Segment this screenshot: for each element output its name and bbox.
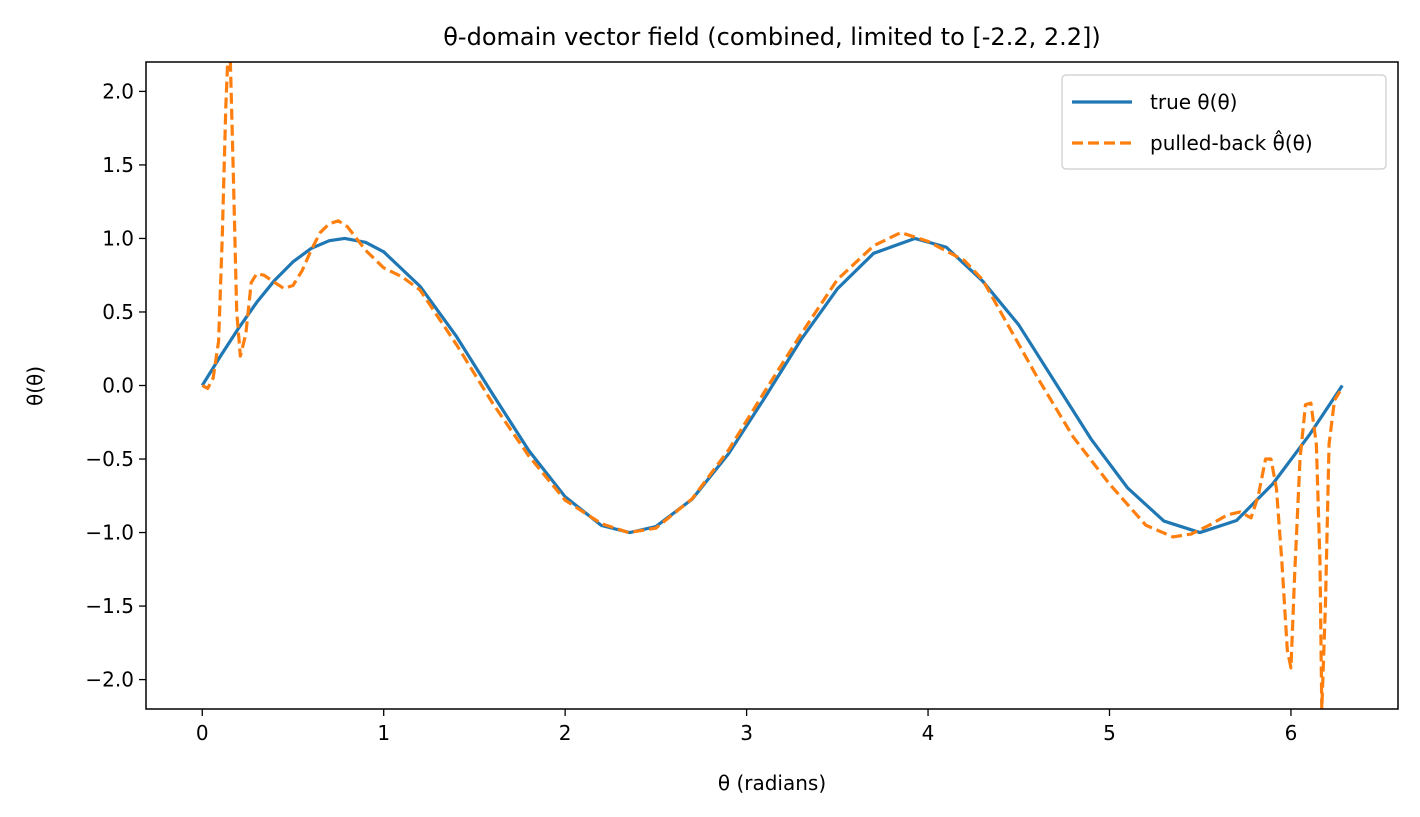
x-tick-label: 2	[559, 721, 572, 745]
x-axis-label: θ (radians)	[718, 771, 826, 795]
series-line-true	[200, 236, 1344, 535]
y-tick-label: −1.5	[85, 594, 134, 618]
y-tick-label: −2.0	[85, 668, 134, 692]
x-tick-label: 3	[740, 721, 753, 745]
y-tick-label: 0.5	[102, 300, 134, 324]
x-tick-label: 5	[1103, 721, 1116, 745]
series-line-pulled-back	[201, 62, 1342, 709]
legend-box	[1061, 74, 1387, 170]
chart-title: θ-domain vector field (combined, limited…	[443, 23, 1101, 51]
x-tick-label: 4	[922, 721, 935, 745]
y-tick-label: 1.5	[102, 153, 134, 177]
y-axis-ticks: 2.0 1.5 1.0 0.5 0.0 −0.5 −1.0 −1.5 −2.0	[85, 79, 146, 692]
y-tick-label: −0.5	[85, 447, 134, 471]
x-axis-ticks: 0 1 2 3 4 5 6	[196, 709, 1297, 745]
y-tick-label: 1.0	[102, 226, 134, 250]
legend-label-true: true θ(θ)	[1150, 90, 1237, 114]
x-tick-label: 1	[377, 721, 390, 745]
x-tick-label: 6	[1285, 721, 1298, 745]
legend: true θ(θ) pulled-back θ̂(θ)	[1061, 74, 1387, 170]
y-tick-label: −1.0	[85, 521, 134, 545]
y-tick-label: 0.0	[102, 374, 134, 398]
legend-label-pulled-back: pulled-back θ̂(θ)	[1150, 130, 1313, 155]
y-tick-label: 2.0	[102, 79, 134, 103]
x-tick-label: 0	[196, 721, 209, 745]
y-axis-label: θ(θ)	[23, 366, 47, 406]
